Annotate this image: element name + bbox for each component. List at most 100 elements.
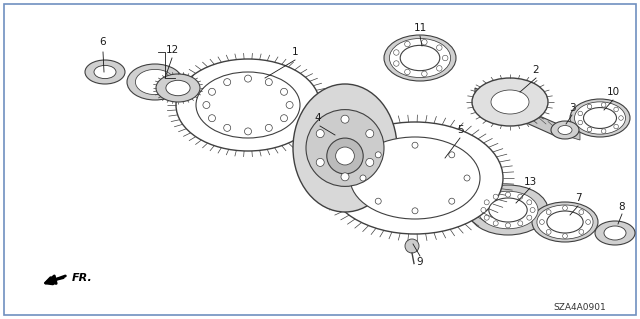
Ellipse shape (604, 226, 626, 240)
Circle shape (375, 152, 381, 158)
Ellipse shape (293, 84, 397, 212)
Circle shape (449, 198, 455, 204)
Text: 5: 5 (457, 125, 463, 135)
Ellipse shape (537, 205, 593, 239)
Circle shape (209, 88, 216, 95)
Circle shape (375, 198, 381, 204)
Text: 13: 13 (524, 177, 536, 187)
Ellipse shape (85, 60, 125, 84)
Ellipse shape (547, 211, 583, 233)
Ellipse shape (595, 221, 635, 245)
Circle shape (404, 41, 410, 47)
Circle shape (614, 124, 618, 129)
Circle shape (578, 120, 582, 125)
Circle shape (436, 45, 442, 50)
Circle shape (579, 210, 584, 214)
Text: 9: 9 (417, 257, 423, 267)
Text: 12: 12 (165, 45, 179, 55)
Circle shape (422, 39, 427, 45)
Circle shape (540, 219, 544, 224)
Ellipse shape (491, 90, 529, 114)
Ellipse shape (558, 125, 572, 135)
Circle shape (547, 210, 551, 214)
Circle shape (602, 103, 606, 107)
Ellipse shape (327, 122, 503, 234)
Circle shape (506, 192, 511, 197)
Ellipse shape (478, 191, 538, 229)
Circle shape (266, 124, 272, 131)
Circle shape (464, 175, 470, 181)
Circle shape (412, 142, 418, 148)
Circle shape (449, 152, 455, 158)
Ellipse shape (350, 137, 480, 219)
Circle shape (527, 215, 532, 220)
Circle shape (578, 111, 582, 116)
Ellipse shape (166, 80, 190, 96)
Ellipse shape (584, 108, 616, 129)
Ellipse shape (389, 39, 451, 78)
Circle shape (280, 115, 287, 122)
Circle shape (366, 130, 374, 137)
Circle shape (412, 208, 418, 214)
Ellipse shape (94, 65, 116, 78)
Circle shape (614, 107, 618, 112)
Ellipse shape (551, 121, 579, 139)
Text: 10: 10 (607, 87, 620, 97)
Circle shape (481, 207, 486, 212)
Circle shape (405, 239, 419, 253)
Text: 3: 3 (569, 103, 575, 113)
Circle shape (224, 79, 230, 85)
Circle shape (579, 229, 584, 234)
Circle shape (404, 69, 410, 75)
Ellipse shape (575, 102, 625, 134)
Circle shape (442, 55, 448, 61)
Text: 7: 7 (575, 193, 581, 203)
Circle shape (341, 173, 349, 181)
Circle shape (360, 175, 366, 181)
Circle shape (530, 207, 535, 212)
Polygon shape (475, 88, 560, 138)
Circle shape (506, 223, 511, 228)
Circle shape (493, 221, 498, 226)
Circle shape (602, 129, 606, 133)
Ellipse shape (196, 72, 300, 138)
Ellipse shape (327, 138, 364, 174)
Circle shape (436, 66, 442, 71)
Circle shape (484, 200, 489, 205)
Circle shape (341, 115, 349, 123)
Ellipse shape (306, 110, 384, 186)
Circle shape (266, 79, 272, 85)
Ellipse shape (400, 45, 440, 70)
Circle shape (588, 127, 592, 132)
Circle shape (484, 215, 489, 220)
Ellipse shape (489, 198, 527, 222)
Circle shape (563, 234, 568, 238)
Circle shape (316, 130, 324, 137)
Circle shape (619, 116, 623, 120)
Ellipse shape (384, 35, 456, 81)
Circle shape (209, 115, 216, 122)
Circle shape (588, 104, 592, 109)
Circle shape (366, 159, 374, 167)
Ellipse shape (176, 59, 320, 151)
Circle shape (244, 128, 252, 135)
Ellipse shape (136, 70, 175, 95)
Circle shape (244, 75, 252, 82)
Text: 2: 2 (532, 65, 540, 75)
Circle shape (394, 50, 399, 55)
Circle shape (518, 221, 523, 226)
Circle shape (586, 219, 591, 224)
Text: 4: 4 (315, 113, 321, 123)
Circle shape (203, 101, 210, 108)
Circle shape (547, 229, 551, 234)
Circle shape (563, 206, 568, 211)
Text: 1: 1 (292, 47, 298, 57)
Circle shape (280, 88, 287, 95)
Ellipse shape (468, 185, 548, 235)
Ellipse shape (156, 74, 200, 102)
Text: FR.: FR. (72, 273, 93, 283)
Circle shape (394, 61, 399, 66)
Circle shape (493, 194, 498, 199)
Circle shape (422, 71, 427, 77)
Circle shape (518, 194, 523, 199)
